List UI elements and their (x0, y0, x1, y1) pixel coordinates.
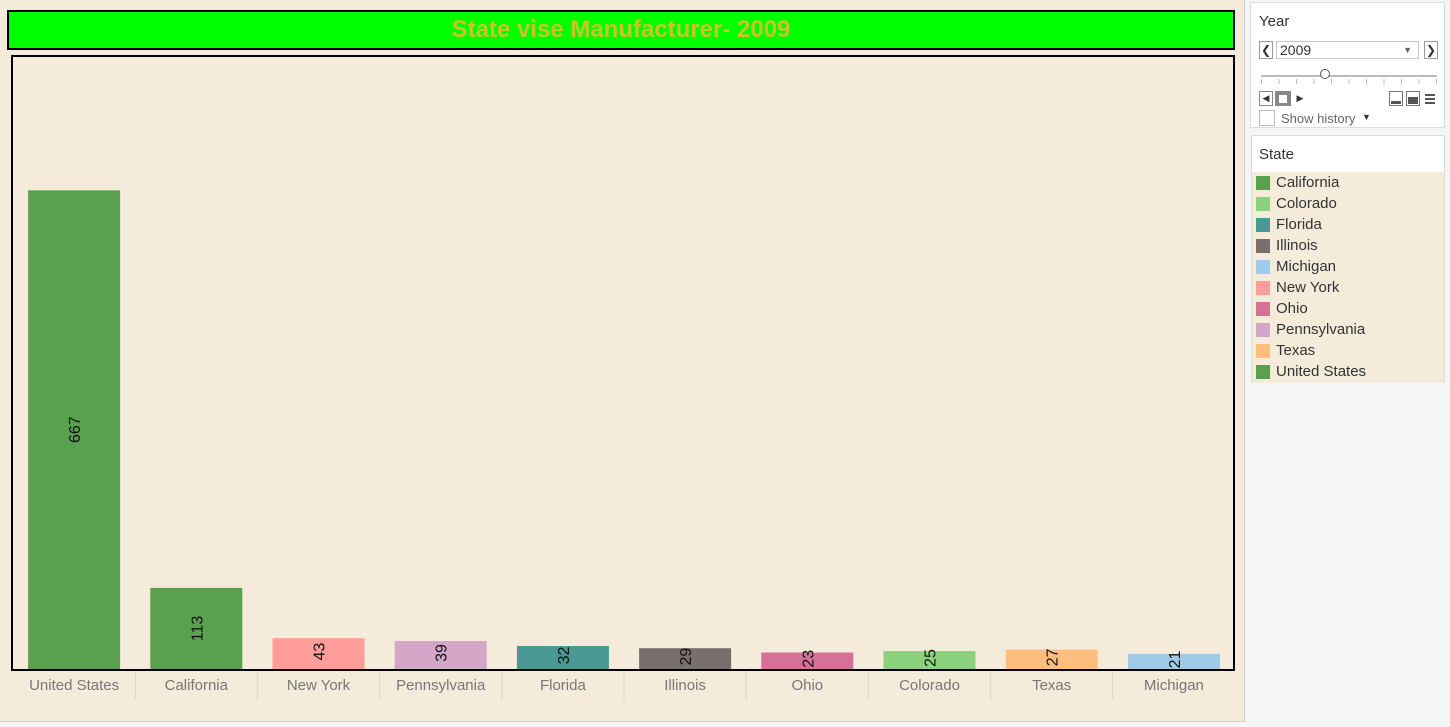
value-label: 667 (67, 416, 84, 443)
chart-title: State vise Manufacturer- 2009 (7, 10, 1235, 50)
category-label: Florida (540, 677, 587, 694)
legend-label: United States (1276, 363, 1367, 380)
value-label: 27 (1045, 648, 1062, 666)
category-label: United States (29, 677, 119, 694)
bar-texas[interactable] (1005, 649, 1098, 669)
bar-michigan[interactable] (1127, 653, 1220, 669)
stop-icon[interactable] (1275, 91, 1291, 106)
value-label: 25 (923, 649, 940, 667)
category-label: Illinois (664, 677, 706, 694)
legend-label: Pennsylvania (1276, 321, 1366, 338)
step-back-icon[interactable]: ◀ (1259, 91, 1273, 106)
value-label: 21 (1167, 650, 1184, 668)
dashboard: State vise Manufacturer- 2009 667 United … (0, 0, 1245, 722)
category-label: Michigan (1144, 677, 1204, 694)
value-label: 39 (434, 644, 451, 662)
category-label: New York (287, 677, 351, 694)
legend-list: California Colorado Florida Illinois Michiga… (1252, 172, 1444, 383)
category-label: Ohio (791, 677, 823, 694)
bar-california[interactable] (150, 587, 243, 669)
year-slider-knob[interactable] (1320, 69, 1330, 79)
legend-label: Texas (1276, 342, 1316, 359)
legend-item[interactable]: United States (1252, 361, 1444, 382)
bar-chart: 667 United States 113 California 43 New York 3… (28, 190, 1220, 700)
bar-new-york[interactable] (272, 638, 365, 669)
state-legend-title: State (1259, 146, 1295, 163)
year-select[interactable]: 2009 ▼ (1276, 41, 1419, 59)
legend-swatch (1256, 280, 1270, 295)
legend-label: Ohio (1276, 300, 1308, 317)
category-label: Pennsylvania (396, 677, 486, 694)
legend-swatch (1256, 196, 1270, 211)
legend-swatch (1256, 217, 1270, 232)
bar-illinois[interactable] (639, 648, 732, 669)
year-filter-panel: Year ❮ 2009 ▼ ❯ ◀ ▶ Show history ▼ (1250, 2, 1445, 128)
legend-item[interactable]: California (1252, 172, 1444, 193)
category-label: Texas (1032, 677, 1071, 694)
legend-label: California (1276, 174, 1340, 191)
legend-swatch (1256, 343, 1270, 358)
bar-colorado[interactable] (883, 651, 976, 669)
bar-united-states[interactable] (28, 190, 121, 669)
chevron-left-icon[interactable]: ❮ (1259, 41, 1273, 59)
category-label: California (165, 677, 229, 694)
legend-label: Florida (1276, 216, 1322, 233)
legend-label: Michigan (1276, 258, 1337, 275)
show-history-checkbox[interactable] (1259, 110, 1275, 126)
legend-item[interactable]: Michigan (1252, 256, 1444, 277)
chevron-right-icon[interactable]: ❯ (1424, 41, 1438, 59)
legend-item[interactable]: Florida (1252, 214, 1444, 235)
caret-down-icon[interactable]: ▼ (1362, 112, 1371, 122)
legend-label: Colorado (1276, 195, 1337, 212)
speed-slow-icon[interactable] (1389, 91, 1403, 106)
category-label: Colorado (899, 677, 960, 694)
legend-swatch (1256, 322, 1270, 337)
year-filter-title: Year (1259, 13, 1290, 30)
speed-medium-icon[interactable] (1406, 91, 1420, 106)
legend-swatch (1256, 175, 1270, 190)
legend-item[interactable]: New York (1252, 277, 1444, 298)
value-label: 29 (678, 648, 695, 666)
value-label: 113 (189, 616, 206, 642)
chevron-down-icon: ▼ (1403, 45, 1412, 55)
year-select-value: 2009 (1280, 42, 1312, 58)
legend-swatch (1256, 259, 1270, 274)
speed-fast-icon[interactable] (1423, 91, 1437, 106)
legend-item[interactable]: Ohio (1252, 298, 1444, 319)
legend-label: Illinois (1276, 237, 1318, 254)
value-label: 43 (312, 643, 329, 661)
play-forward-icon[interactable]: ▶ (1293, 91, 1307, 106)
legend-swatch (1256, 301, 1270, 316)
legend-swatch (1256, 238, 1270, 253)
bar-florida[interactable] (516, 646, 609, 669)
show-history-label[interactable]: Show history (1281, 111, 1356, 126)
legend-item[interactable]: Texas (1252, 340, 1444, 361)
legend-item[interactable]: Pennsylvania (1252, 319, 1444, 340)
bar-ohio[interactable] (761, 652, 854, 669)
legend-swatch (1256, 364, 1270, 379)
state-legend-panel: State California Colorado Florida Illinois M… (1251, 135, 1445, 383)
legend-label: New York (1276, 279, 1340, 296)
bar-pennsylvania[interactable] (394, 641, 487, 669)
value-label: 32 (556, 647, 573, 665)
value-label: 23 (800, 650, 817, 668)
year-slider-ticks (1261, 79, 1437, 84)
chart-frame (11, 55, 1235, 671)
year-slider-track[interactable] (1261, 75, 1437, 77)
legend-item[interactable]: Illinois (1252, 235, 1444, 256)
legend-item[interactable]: Colorado (1252, 193, 1444, 214)
